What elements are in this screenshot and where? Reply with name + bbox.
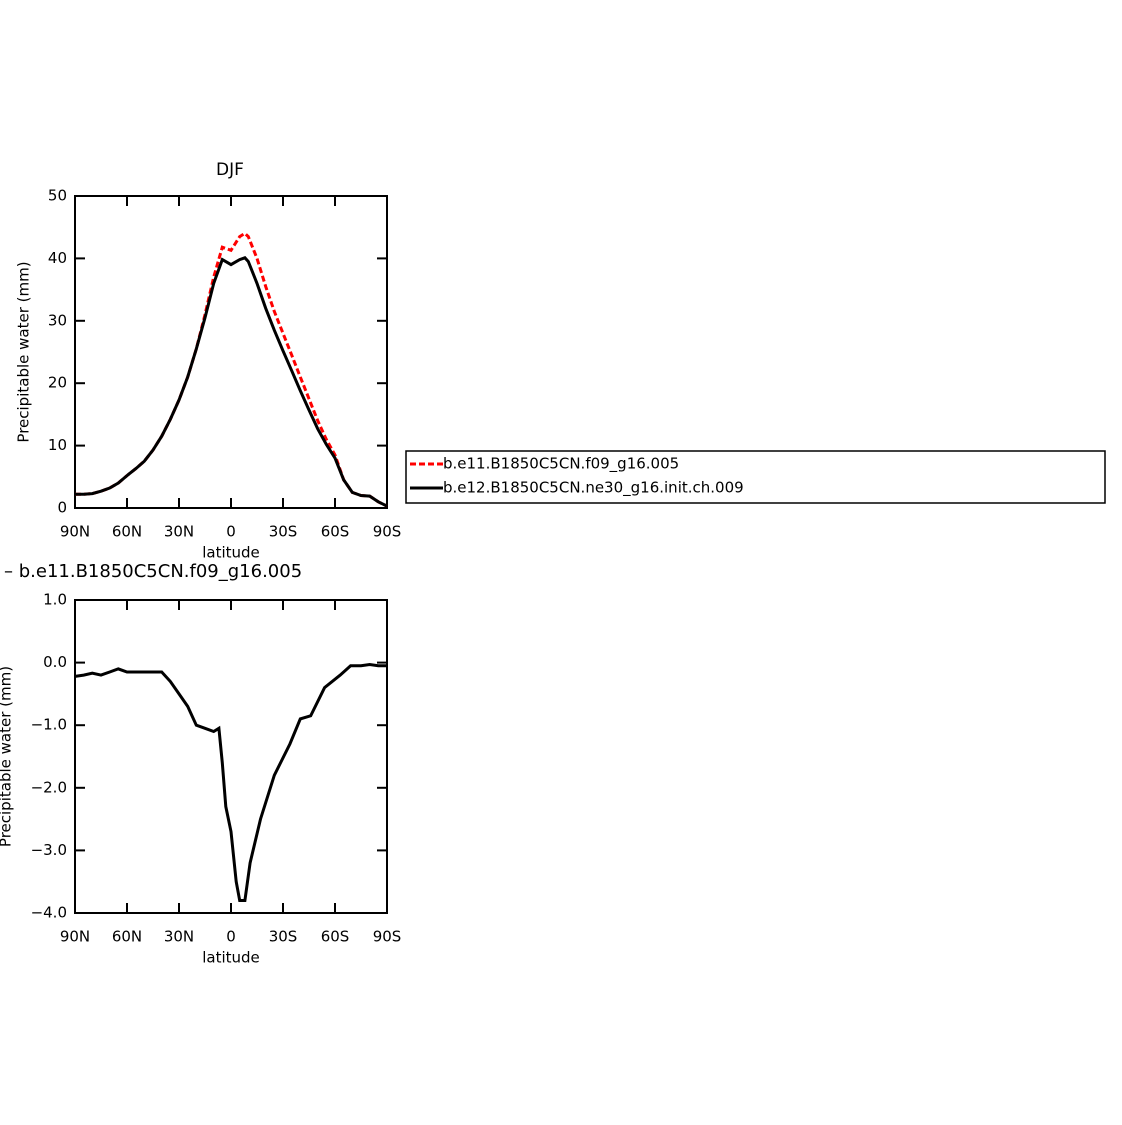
x-tick-label: 90N: [60, 928, 90, 946]
y-tick-label: −4.0: [31, 904, 67, 922]
legend-label: b.e12.B1850C5CN.ne30_g16.init.ch.009: [443, 479, 744, 498]
x-tick-label: 90N: [60, 523, 90, 541]
y-tick-label: 10: [48, 436, 67, 454]
legend-label: b.e11.B1850C5CN.f09_g16.005: [443, 455, 679, 474]
chart-title: – b.e11.B1850C5CN.f09_g16.005: [4, 561, 302, 582]
x-tick-label: 90S: [373, 928, 402, 946]
y-tick-label: −3.0: [31, 841, 67, 859]
y-tick-label: −1.0: [31, 716, 67, 734]
y-tick-label: 1.0: [43, 591, 67, 609]
series-line: [75, 256, 388, 508]
x-tick-label: 90S: [373, 523, 402, 541]
x-axis-label: latitude: [202, 949, 260, 967]
x-tick-label: 60N: [112, 523, 142, 541]
series-line: [75, 231, 388, 508]
x-tick-label: 60S: [321, 928, 350, 946]
data-line: [74, 662, 387, 902]
y-tick-label: 30: [48, 311, 67, 329]
y-tick-label: 20: [48, 374, 67, 392]
y-axis-label: Precipitable water (mm): [15, 261, 33, 442]
x-axis-label: latitude: [202, 544, 260, 562]
x-tick-label: 60S: [321, 523, 350, 541]
x-tick-label: 0: [226, 928, 236, 946]
x-tick-label: 30N: [164, 523, 194, 541]
y-tick-label: −2.0: [31, 778, 67, 796]
y-axis-label: Precipitable water (mm): [0, 666, 15, 847]
x-tick-label: 30S: [269, 928, 298, 946]
chart-title: DJF: [216, 160, 244, 180]
y-tick-label: 0.0: [43, 653, 67, 671]
x-tick-label: 30N: [164, 928, 194, 946]
plot-frame: [74, 599, 388, 914]
y-tick-label: 50: [48, 187, 67, 205]
x-tick-label: 30S: [269, 523, 298, 541]
y-tick-label: 40: [48, 249, 67, 267]
x-tick-label: 60N: [112, 928, 142, 946]
plot-frame: [74, 195, 388, 509]
y-tick-label: 0: [57, 499, 67, 517]
x-tick-label: 0: [226, 523, 236, 541]
legend-box: [405, 450, 1106, 504]
